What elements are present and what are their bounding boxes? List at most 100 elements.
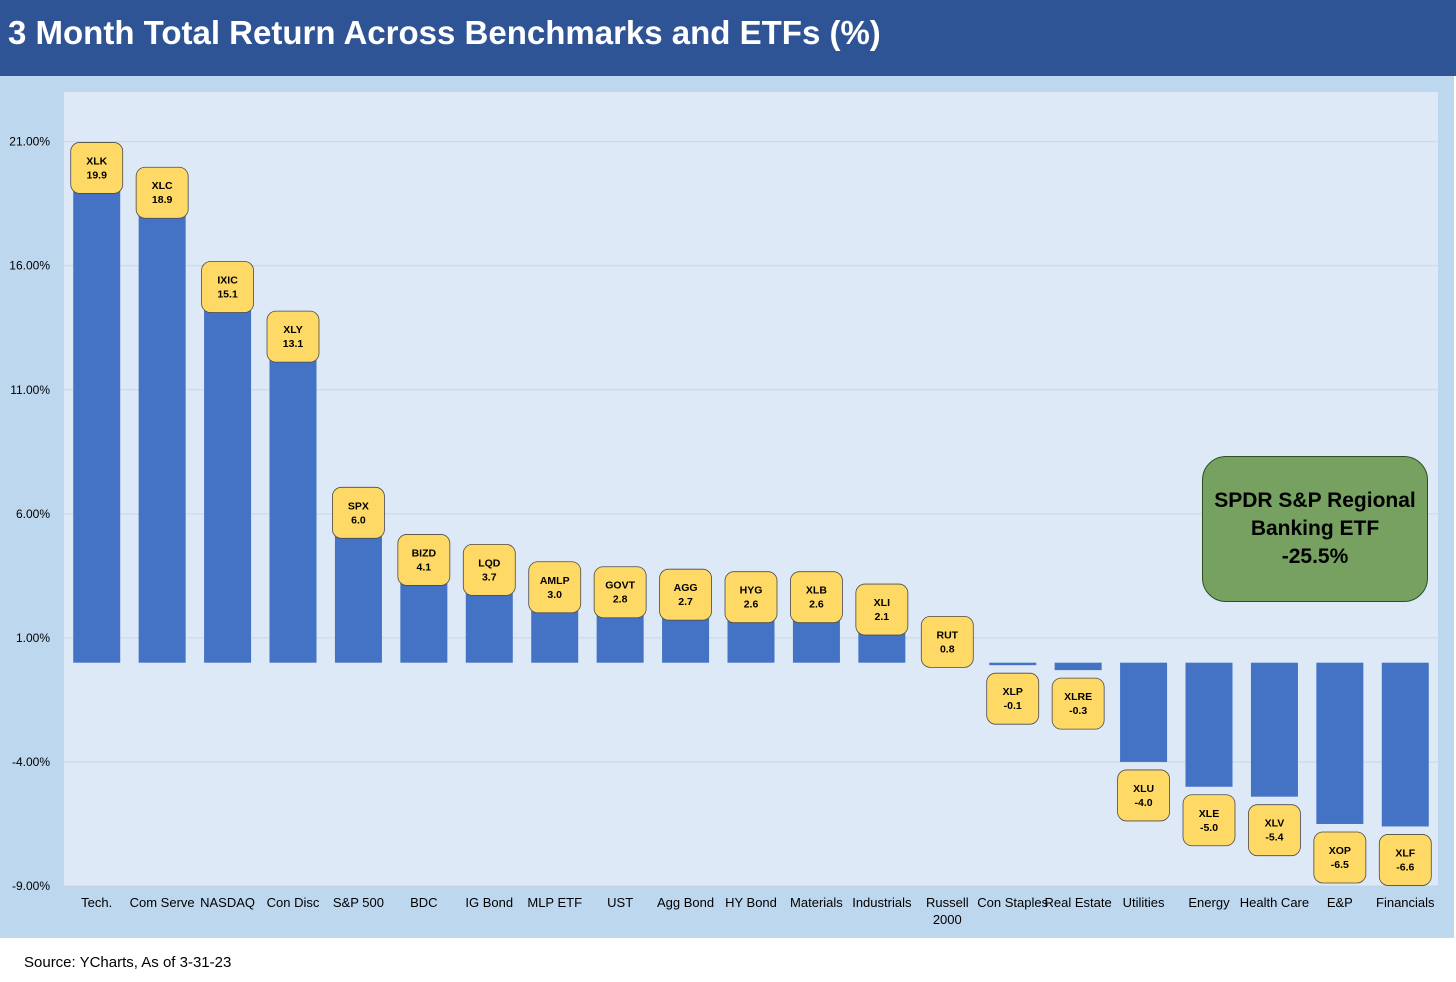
data-label-box (920, 615, 974, 668)
y-tick-label: -4.00% (12, 755, 50, 769)
x-tick-label: Russell (926, 895, 969, 910)
data-label-value: 2.8 (613, 594, 628, 606)
data-label-ticker: XLF (1395, 847, 1415, 859)
x-tick-label: IG Bond (465, 895, 513, 910)
data-label-box (332, 486, 385, 539)
data-label-box (855, 583, 909, 636)
x-tick-label: Agg Bond (657, 895, 714, 910)
y-tick-label: 11.00% (10, 383, 50, 397)
bar (1054, 662, 1102, 671)
data-label-value: 19.9 (86, 169, 107, 181)
x-tick-label: Financials (1376, 895, 1435, 910)
bar (1185, 662, 1233, 787)
bar (1250, 662, 1298, 797)
x-tick-label: MLP ETF (527, 895, 582, 910)
data-label-box (790, 571, 843, 624)
data-label-ticker: RUT (936, 629, 958, 641)
data-label-ticker: XLC (152, 180, 173, 192)
data-label-value: -6.5 (1331, 859, 1349, 871)
x-tick-label: HY Bond (725, 895, 777, 910)
data-label-box (70, 142, 124, 194)
data-label-box (1051, 677, 1105, 730)
data-label-ticker: XLU (1133, 783, 1154, 795)
data-label-ticker: XLRE (1064, 691, 1092, 703)
x-tick-label: Health Care (1240, 895, 1309, 910)
bar (1381, 662, 1429, 827)
data-label-ticker: AGG (674, 582, 698, 594)
data-label-ticker: XLB (806, 585, 827, 597)
regional-banking-callout: SPDR S&P Regional Banking ETF -25.5% (1202, 456, 1428, 602)
bar (138, 193, 186, 663)
data-label-ticker: AMLP (540, 575, 570, 587)
data-label-box (266, 310, 320, 363)
data-label-value: 3.7 (482, 571, 497, 583)
data-label-value: -5.0 (1200, 822, 1218, 834)
source-note: Source: YCharts, As of 3-31-23 (24, 954, 232, 971)
data-label-value: 2.7 (678, 596, 693, 608)
x-tick-label: Con Disc (267, 895, 320, 910)
header-bar: 3 Month Total Return Across Benchmarks a… (0, 0, 1456, 76)
data-label-value: 2.1 (875, 611, 890, 623)
bar (1316, 662, 1364, 824)
data-label-box (397, 534, 451, 586)
data-label-box (659, 568, 712, 621)
data-label-box (986, 672, 1040, 725)
x-tick-label: Materials (790, 895, 843, 910)
data-label-value: -0.3 (1069, 705, 1087, 717)
data-label-box (1313, 831, 1367, 884)
data-label-ticker: HYG (740, 585, 763, 597)
data-label-value: 15.1 (217, 289, 238, 301)
data-label-box (1182, 794, 1236, 847)
y-tick-label: 21.00% (9, 135, 50, 149)
data-label-ticker: SPX (348, 500, 369, 512)
x-tick-label: Com Serve (130, 895, 195, 910)
data-label-box (528, 561, 582, 614)
data-label-ticker: XLK (86, 155, 107, 167)
y-tick-label: 1.00% (16, 631, 50, 645)
data-label-ticker: IXIC (217, 275, 238, 287)
data-label-value: 3.0 (547, 589, 562, 601)
x-tick-label: Tech. (81, 895, 112, 910)
data-label-value: 6.0 (351, 514, 366, 526)
bar (1120, 662, 1168, 762)
footer: Source: YCharts, As of 3-31-23 (0, 938, 1456, 982)
data-label-ticker: XLV (1265, 818, 1285, 830)
x-tick-label: Industrials (852, 895, 912, 910)
x-tick-label: E&P (1327, 895, 1353, 910)
x-tick-label: S&P 500 (333, 895, 384, 910)
x-tick-label: Energy (1188, 895, 1230, 910)
x-tick-label: Con Staples (977, 895, 1048, 910)
data-label-ticker: XLE (1199, 808, 1219, 820)
data-label-value: 18.9 (152, 194, 173, 206)
data-label-box (1248, 804, 1301, 857)
data-label-value: -6.6 (1396, 861, 1414, 873)
data-label-box (1117, 769, 1170, 822)
data-label-ticker: XLI (874, 597, 890, 609)
data-label-box (724, 571, 778, 624)
bar (269, 337, 317, 663)
x-tick-label: BDC (410, 895, 437, 910)
x-tick-label: Utilities (1123, 895, 1165, 910)
callout-line-1: SPDR S&P Regional (1214, 489, 1416, 512)
x-tick-label: Real Estate (1045, 895, 1112, 910)
callout-line-2: Banking ETF (1250, 517, 1380, 540)
data-label-ticker: GOVT (605, 580, 635, 592)
y-tick-label: 16.00% (9, 259, 50, 273)
data-label-value: 0.8 (940, 643, 955, 655)
data-label-ticker: XLY (283, 324, 302, 336)
data-label-ticker: XOP (1329, 845, 1351, 857)
y-tick-label: 6.00% (16, 507, 50, 521)
data-label-box (462, 543, 516, 596)
data-label-value: 2.6 (744, 599, 759, 611)
callout-line-3: -25.5% (1281, 545, 1349, 568)
bar (73, 168, 121, 663)
chart-title: 3 Month Total Return Across Benchmarks a… (8, 14, 881, 51)
chart-area: 21.00% 16.00% 11.00% 6.00% 1.00% -4.00% -9.00%… (0, 76, 1454, 938)
data-label-value: 13.1 (283, 338, 304, 350)
data-label-box (201, 261, 254, 313)
x-tick-label: UST (607, 895, 633, 910)
data-label-value: -4.0 (1135, 797, 1153, 809)
y-tick-label: -9.00% (12, 879, 50, 893)
x-tick-label: NASDAQ (200, 895, 255, 910)
bar (989, 662, 1037, 666)
